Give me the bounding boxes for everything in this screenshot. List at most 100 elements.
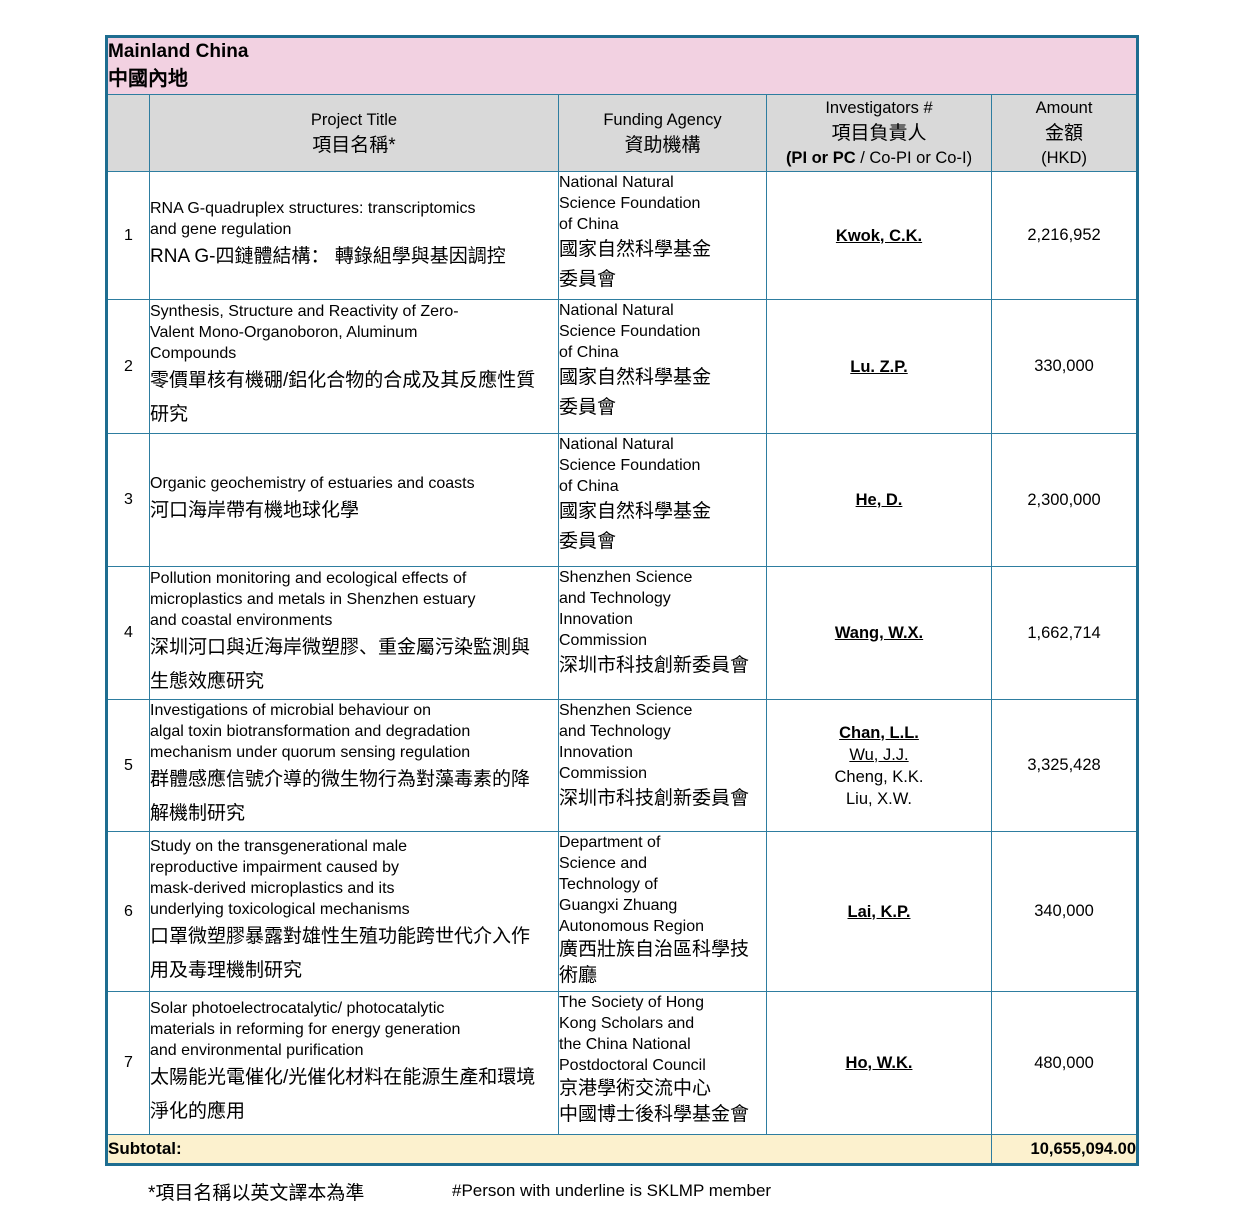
funding-agency-zh: 國家自然科學基金 委員會 xyxy=(559,501,712,552)
section-title-en: Mainland China xyxy=(108,40,249,62)
section-header: Mainland China 中國內地 xyxy=(105,36,1139,95)
funding-agency-header-zh: 資助機構 xyxy=(624,135,701,156)
column-header-project-title: Project Title 項目名稱* xyxy=(149,94,559,172)
project-title-cell: Organic geochemistry of estuaries and co… xyxy=(149,433,559,567)
funding-agency-en: National Natural Science Foundation of C… xyxy=(559,174,701,233)
amount-cell: 480,000 xyxy=(990,991,1139,1135)
project-title-cell: Pollution monitoring and ecological effe… xyxy=(149,566,559,700)
project-title-en: Solar photoelectrocatalytic/ photocataly… xyxy=(150,999,461,1059)
project-title-en: Study on the transgenerational male repr… xyxy=(150,837,410,918)
amount-cell: 330,000 xyxy=(990,299,1139,434)
section-header-row: Mainland China 中國內地 xyxy=(105,36,1139,95)
funding-agency-cell: National Natural Science Foundation of C… xyxy=(558,171,767,300)
subtotal-row: Subtotal: 10,655,094.00 xyxy=(106,1134,1139,1165)
investigators-cell: Chan, L.L. Wu, J.J. Cheng, K.K. Liu, X.W… xyxy=(766,699,992,832)
row-number: 5 xyxy=(106,699,150,832)
investigator-name: Liu, X.W. xyxy=(845,789,913,808)
funding-agency-cell: Department of Science and Technology of … xyxy=(558,831,767,992)
footnote-project-title: *項目名稱以英文譯本為準 xyxy=(148,1183,365,1204)
amount-cell: 3,325,428 xyxy=(990,699,1139,832)
project-title-zh: 深圳河口與近海岸微塑膠、重金屬污染監測與 生態效應研究 xyxy=(150,636,531,692)
amount-header-unit: (HKD) xyxy=(1041,148,1087,167)
investigator-name: Lu. Z.P. xyxy=(850,357,908,376)
subtotal-amount: 10,655,094.00 xyxy=(990,1134,1139,1165)
project-title-cell: RNA G-quadruplex structures: transcripto… xyxy=(149,171,559,300)
funding-agency-en: Shenzhen Science and Technology Innovati… xyxy=(559,569,693,649)
funding-agency-zh: 國家自然科學基金 委員會 xyxy=(559,239,712,290)
funding-agency-header-en: Funding Agency xyxy=(603,111,722,129)
project-title-en: Organic geochemistry of estuaries and co… xyxy=(150,474,475,492)
funding-agency-zh: 國家自然科學基金 委員會 xyxy=(559,367,712,418)
investigator-name: He, D. xyxy=(855,491,903,509)
investigator-name: Lai, K.P. xyxy=(847,902,911,921)
funding-agency-en: Shenzhen Science and Technology Innovati… xyxy=(559,702,693,782)
project-title-zh: 口罩微塑膠暴露對雄性生殖功能跨世代介入作 用及毒理機制研究 xyxy=(150,925,531,981)
project-title-en: Synthesis, Structure and Reactivity of Z… xyxy=(150,303,459,362)
investigators-cell: He, D. xyxy=(766,433,992,567)
investigator-name: Ho, W.K. xyxy=(845,1054,913,1072)
investigator-name: Cheng, K.K. xyxy=(834,767,924,786)
funding-agency-en: The Society of Hong Kong Scholars and th… xyxy=(559,994,706,1074)
project-title-zh: 河口海岸帶有機地球化學 xyxy=(150,499,360,521)
investigators-note-bold: (PI or PC xyxy=(785,148,856,167)
funding-agency-en: National Natural Science Foundation of C… xyxy=(559,302,701,361)
funding-projects-table: Mainland China 中國內地 Project Title 項目名稱* … xyxy=(105,35,1140,1166)
column-header-funding-agency: Funding Agency 資助機構 xyxy=(558,94,767,172)
project-title-en: Investigations of microbial behaviour on… xyxy=(150,702,471,761)
footnote-sklmp-member: #Person with underline is SKLMP member xyxy=(452,1181,772,1200)
table-row: 4 Pollution monitoring and ecological ef… xyxy=(106,566,1139,700)
investigators-header-zh: 項目負責人 xyxy=(831,122,927,144)
project-title-zh: 太陽能光電催化/光催化材料在能源生產和環境 淨化的應用 xyxy=(150,1066,536,1122)
funding-agency-en: National Natural Science Foundation of C… xyxy=(559,436,701,495)
investigator-name: Wu, J.J. xyxy=(849,745,909,764)
investigators-cell: Wang, W.X. xyxy=(766,566,992,700)
column-header-row: Project Title 項目名稱* Funding Agency 資助機構 … xyxy=(106,94,1139,172)
investigators-note-rest: / Co-PI or Co-I) xyxy=(855,148,973,167)
row-number: 6 xyxy=(106,831,150,992)
column-header-index xyxy=(106,94,150,172)
section-title-zh: 中國內地 xyxy=(108,67,188,90)
funding-agency-cell: Shenzhen Science and Technology Innovati… xyxy=(558,566,767,700)
project-title-cell: Study on the transgenerational male repr… xyxy=(149,831,559,992)
project-title-cell: Solar photoelectrocatalytic/ photocataly… xyxy=(149,991,559,1135)
table-row: 2 Synthesis, Structure and Reactivity of… xyxy=(106,299,1139,434)
table-row: 6 Study on the transgenerational male re… xyxy=(106,831,1139,992)
amount-cell: 340,000 xyxy=(990,831,1139,992)
funding-agency-zh: 廣西壯族自治區科學技 術廳 xyxy=(559,939,750,986)
investigator-name: Chan, L.L. xyxy=(839,723,919,742)
investigators-cell: Kwok, C.K. xyxy=(766,171,992,300)
project-title-zh: 零價單核有機硼/鋁化合物的合成及其反應性質 研究 xyxy=(150,370,536,425)
table-row: 1 RNA G-quadruplex structures: transcrip… xyxy=(106,171,1139,300)
row-number: 7 xyxy=(106,991,150,1135)
project-title-cell: Investigations of microbial behaviour on… xyxy=(149,699,559,832)
funding-agency-zh: 深圳市科技創新委員會 xyxy=(559,788,750,809)
project-title-en: RNA G-quadruplex structures: transcripto… xyxy=(150,199,476,238)
table-row: 7 Solar photoelectrocatalytic/ photocata… xyxy=(106,991,1139,1135)
amount-cell: 1,662,714 xyxy=(990,566,1139,700)
amount-header-en: Amount xyxy=(1035,98,1093,117)
investigator-name: Wang, W.X. xyxy=(834,624,924,642)
funding-agency-cell: The Society of Hong Kong Scholars and th… xyxy=(558,991,767,1135)
table-row: 5 Investigations of microbial behaviour … xyxy=(106,699,1139,832)
funding-agency-cell: National Natural Science Foundation of C… xyxy=(558,433,767,567)
investigator-name: Kwok, C.K. xyxy=(835,226,923,245)
row-number: 1 xyxy=(106,171,150,300)
project-title-zh: 群體感應信號介導的微生物行為對藻毒素的降 解機制研究 xyxy=(150,769,531,824)
funding-agency-zh: 深圳市科技創新委員會 xyxy=(559,655,750,676)
funding-agency-cell: National Natural Science Foundation of C… xyxy=(558,299,767,434)
project-title-en: Pollution monitoring and ecological effe… xyxy=(150,569,476,629)
row-number: 4 xyxy=(106,566,150,700)
amount-cell: 2,300,000 xyxy=(990,433,1139,567)
project-title-cell: Synthesis, Structure and Reactivity of Z… xyxy=(149,299,559,434)
investigators-header-en: Investigators # xyxy=(825,98,933,117)
funding-agency-en: Department of Science and Technology of … xyxy=(559,834,704,935)
row-number: 3 xyxy=(106,433,150,567)
investigators-cell: Lu. Z.P. xyxy=(766,299,992,434)
funding-agency-cell: Shenzhen Science and Technology Innovati… xyxy=(558,699,767,832)
investigators-cell: Lai, K.P. xyxy=(766,831,992,992)
row-number: 2 xyxy=(106,299,150,434)
table-row: 3 Organic geochemistry of estuaries and … xyxy=(106,433,1139,567)
amount-header-zh: 金額 xyxy=(1045,122,1084,144)
project-title-zh: RNA G-四鏈體結構： 轉錄組學與基因調控 xyxy=(150,245,506,267)
investigators-header-note: (PI or PC / Co-PI or Co-I) xyxy=(768,146,991,171)
